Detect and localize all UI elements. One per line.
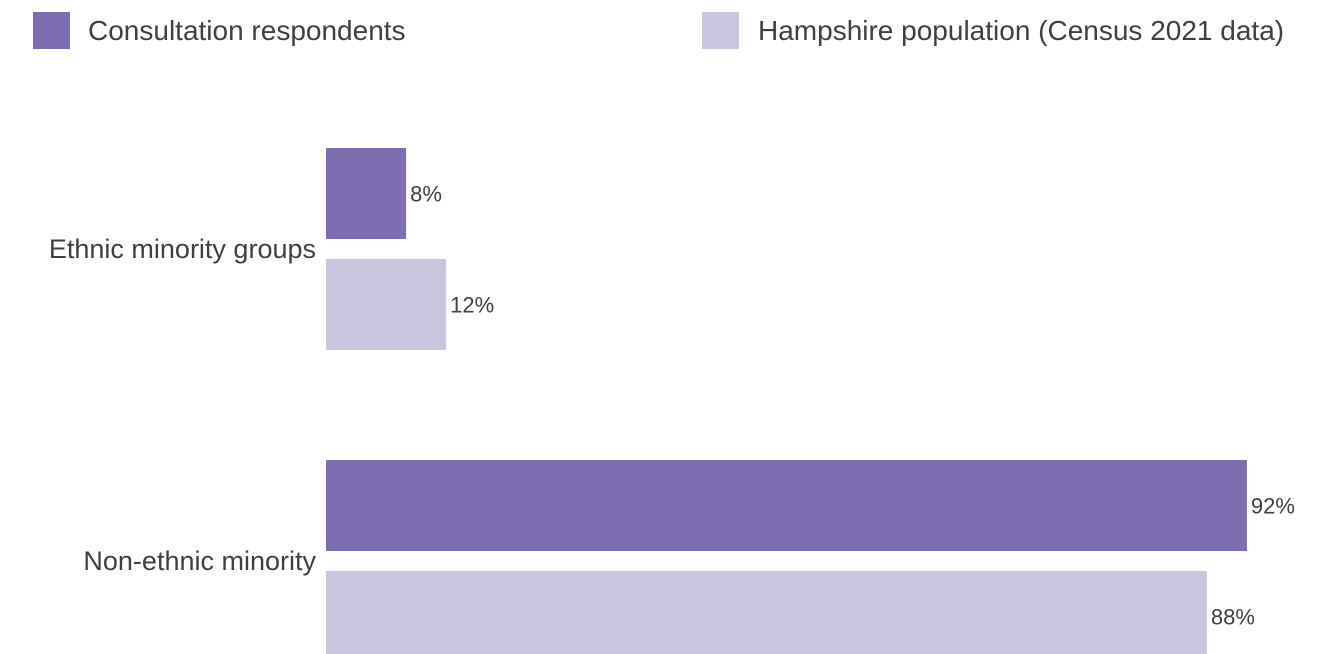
category-labels: Ethnic minority groups Non-ethnic minorit… — [49, 234, 317, 576]
legend-label-1: Consultation respondents — [88, 15, 406, 46]
legend-swatch-2 — [702, 12, 739, 49]
value-label-2-2: 88% — [1211, 605, 1255, 630]
category-label-1: Ethnic minority groups — [49, 234, 316, 264]
bar-1-1 — [326, 148, 407, 239]
legend-swatch-1 — [33, 12, 70, 49]
legend: Consultation respondents Hampshire popula… — [33, 12, 1284, 49]
bar-2-2 — [326, 571, 1207, 654]
category-label-2: Non-ethnic minority — [83, 546, 316, 576]
value-labels: 8% 12% 92% 88% — [410, 182, 1295, 630]
value-label-1-2: 92% — [1251, 494, 1295, 519]
value-label-1-1: 8% — [410, 182, 442, 207]
bar-2-1 — [326, 259, 447, 350]
value-label-2-1: 12% — [450, 293, 494, 318]
bar-1-2 — [326, 460, 1247, 551]
legend-label-2: Hampshire population (Census 2021 data) — [758, 15, 1284, 46]
bars — [326, 148, 1247, 654]
